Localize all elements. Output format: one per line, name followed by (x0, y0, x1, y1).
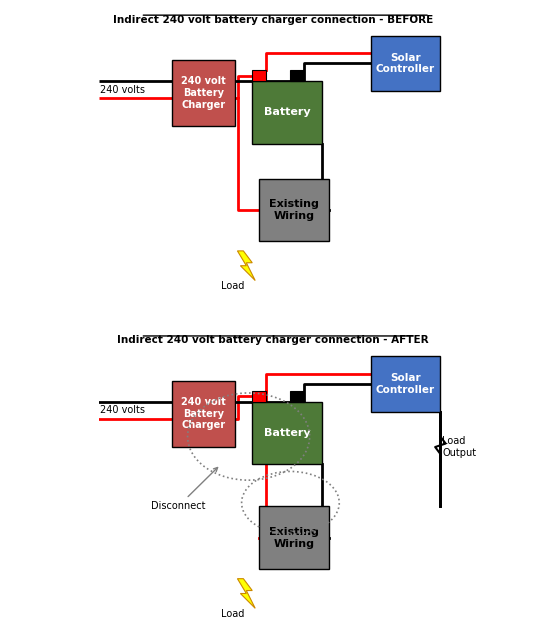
FancyBboxPatch shape (259, 506, 329, 569)
Text: 240 volt
Battery
Charger: 240 volt Battery Charger (181, 77, 225, 110)
Text: Battery: Battery (264, 428, 310, 438)
FancyBboxPatch shape (259, 179, 329, 241)
FancyBboxPatch shape (172, 381, 235, 447)
Polygon shape (238, 579, 255, 608)
Text: 240 volt
Battery
Charger: 240 volt Battery Charger (181, 397, 225, 431)
Text: Disconnect: Disconnect (151, 467, 218, 511)
FancyBboxPatch shape (371, 356, 441, 412)
Bar (290, 71, 304, 81)
Text: Load: Load (221, 282, 244, 291)
Text: Indirect 240 volt battery charger connection - AFTER: Indirect 240 volt battery charger connec… (117, 336, 429, 345)
Text: Load: Load (221, 609, 244, 619)
Bar (290, 391, 304, 402)
Text: 240 volts: 240 volts (100, 406, 145, 415)
Bar (252, 391, 266, 402)
FancyBboxPatch shape (371, 35, 441, 91)
Text: Existing
Wiring: Existing Wiring (269, 527, 319, 548)
Text: Load
Output: Load Output (442, 436, 476, 458)
FancyBboxPatch shape (172, 60, 235, 126)
Text: Battery: Battery (264, 107, 310, 117)
Text: Indirect 240 volt battery charger connection - BEFORE: Indirect 240 volt battery charger connec… (113, 15, 433, 24)
FancyBboxPatch shape (252, 402, 322, 464)
Text: Existing
Wiring: Existing Wiring (269, 199, 319, 221)
FancyBboxPatch shape (252, 81, 322, 143)
Text: 240 volts: 240 volts (100, 85, 145, 95)
Text: Solar
Controller: Solar Controller (376, 53, 435, 74)
Polygon shape (238, 251, 255, 280)
Bar (252, 71, 266, 81)
Text: Solar
Controller: Solar Controller (376, 374, 435, 395)
